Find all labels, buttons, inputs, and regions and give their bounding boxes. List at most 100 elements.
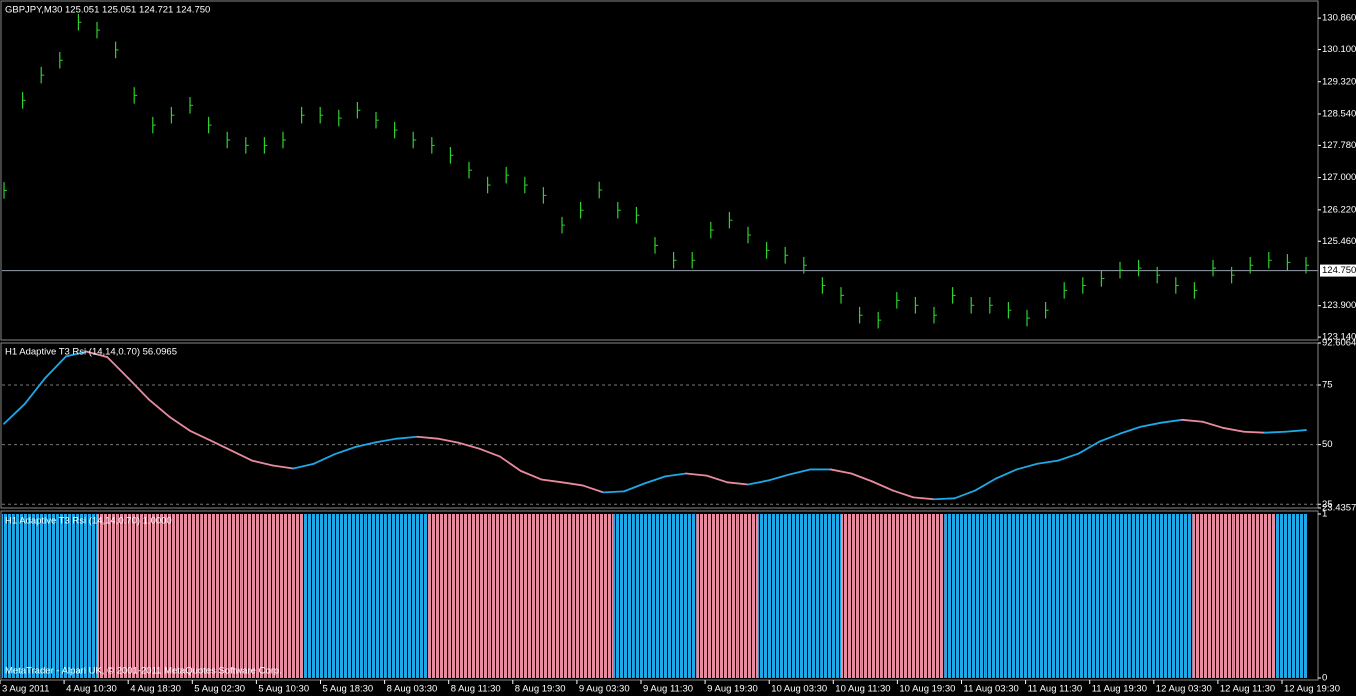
y-tick-label: 126.220 [1322, 204, 1356, 215]
rsi-segment [209, 439, 233, 452]
y-tick-label: 23.4357 [1322, 503, 1356, 514]
rsi-segment [1077, 440, 1101, 455]
rsi-segment [933, 497, 956, 501]
y-tick-label: 75 [1322, 380, 1333, 391]
rsi-segment [1036, 459, 1059, 465]
hist-bar [965, 514, 986, 678]
hist-bar [903, 514, 924, 678]
rsi-segment [127, 376, 150, 401]
rsi-segment [974, 477, 997, 492]
rsi-segment [44, 355, 67, 379]
rsi-segment [1057, 452, 1080, 462]
rsi-segment [891, 489, 915, 499]
x-tick-label: 5 Aug 10:30 [258, 684, 309, 695]
hist-bar [117, 514, 139, 678]
x-tick-label: 8 Aug 19:30 [515, 684, 566, 695]
hist-bar [551, 514, 573, 678]
rsi-segment [230, 449, 253, 462]
hist-bar [510, 514, 531, 678]
hist-title: H1 Adaptive T3 Rsi (14,14,0.70) 1.0000 [5, 516, 172, 527]
hist-bar [1047, 514, 1069, 678]
rsi-segment [953, 489, 977, 500]
rsi-segment [705, 474, 729, 484]
x-tick-label: 10 Aug 11:30 [835, 684, 890, 695]
rsi-segment [416, 435, 439, 440]
y-tick-label: 129.320 [1322, 76, 1356, 87]
x-tick-label: 12 Aug 11:30 [1220, 684, 1275, 695]
x-tick-label: 9 Aug 03:30 [579, 684, 630, 695]
rsi-segment [519, 469, 543, 481]
hist-bar [1006, 514, 1027, 678]
rsi-segment [437, 437, 460, 444]
hist-bar [1171, 514, 1193, 678]
rsi-segment [65, 350, 88, 358]
hist-bar [1275, 514, 1296, 678]
rsi-segment [168, 415, 191, 432]
rsi-segment [871, 480, 894, 492]
rsi-segment [1284, 429, 1307, 433]
rsi-segment [664, 472, 687, 478]
hist-bar [655, 514, 676, 678]
y-tick-label: 50 [1322, 439, 1333, 450]
rsi-segment [912, 496, 935, 501]
hist-bar [861, 514, 883, 678]
hist-bar [262, 514, 283, 678]
hist-bar [779, 514, 800, 678]
rsi-segment [1015, 462, 1039, 471]
hist-bar [283, 514, 304, 678]
price-frame [0, 0, 1319, 341]
x-tick-label: 11 Aug 11:30 [1028, 684, 1083, 695]
hist-bar [159, 514, 180, 678]
hist-bar [386, 514, 407, 678]
rsi-segment [623, 482, 646, 493]
hist-bar [882, 514, 903, 678]
y-tick-label: 123.900 [1322, 300, 1356, 311]
rsi-segment [395, 435, 419, 440]
y-tick-label: 127.780 [1322, 140, 1356, 151]
x-tick-label: 9 Aug 19:30 [707, 684, 758, 695]
hist-bar [427, 514, 449, 678]
hist-bar [1295, 514, 1308, 678]
hist-bar [469, 514, 490, 678]
rsi-segment [189, 429, 212, 442]
rsi-segment [995, 468, 1018, 480]
hist-bar [1130, 514, 1151, 678]
rsi-frame [0, 342, 1319, 509]
rsi-segment [375, 437, 398, 444]
hist-bar [179, 514, 201, 678]
rsi-segment [499, 455, 522, 472]
hist-bar [365, 514, 387, 678]
hist-bar [985, 514, 1007, 678]
rsi-segment [292, 462, 315, 470]
y-tick-label: 130.100 [1322, 44, 1356, 55]
hist-bar [593, 514, 614, 678]
rsi-segment [602, 490, 625, 494]
hist-bar [345, 514, 366, 678]
rsi-segment [106, 356, 129, 379]
rsi-segment [581, 484, 605, 494]
y-tick-label: 123.140 [1322, 332, 1356, 343]
rsi-segment [1139, 421, 1163, 428]
rsi-segment [685, 472, 708, 477]
x-tick-label: 12 Aug 03:30 [1156, 684, 1212, 695]
hist-bar [1089, 514, 1110, 678]
rsi-segment [1201, 420, 1225, 429]
rsi-segment [3, 403, 26, 425]
rsi-segment [85, 350, 109, 358]
hist-bar [324, 514, 345, 678]
hist-bar [923, 514, 945, 678]
x-tick-label: 8 Aug 03:30 [387, 684, 438, 695]
rsi-segment [1098, 432, 1121, 443]
hist-bar [1068, 514, 1089, 678]
rsi-segment [333, 446, 357, 456]
rsi-segment [23, 376, 47, 405]
x-tick-label: 4 Aug 18:30 [130, 684, 181, 695]
current-price-box [1320, 264, 1356, 277]
x-tick-label: 11 Aug 19:30 [1092, 684, 1147, 695]
rsi-segment [561, 481, 584, 487]
rsi-segment [354, 441, 377, 448]
hist-bar [737, 514, 759, 678]
hist-bar [2, 514, 15, 678]
hist-bar [717, 514, 738, 678]
